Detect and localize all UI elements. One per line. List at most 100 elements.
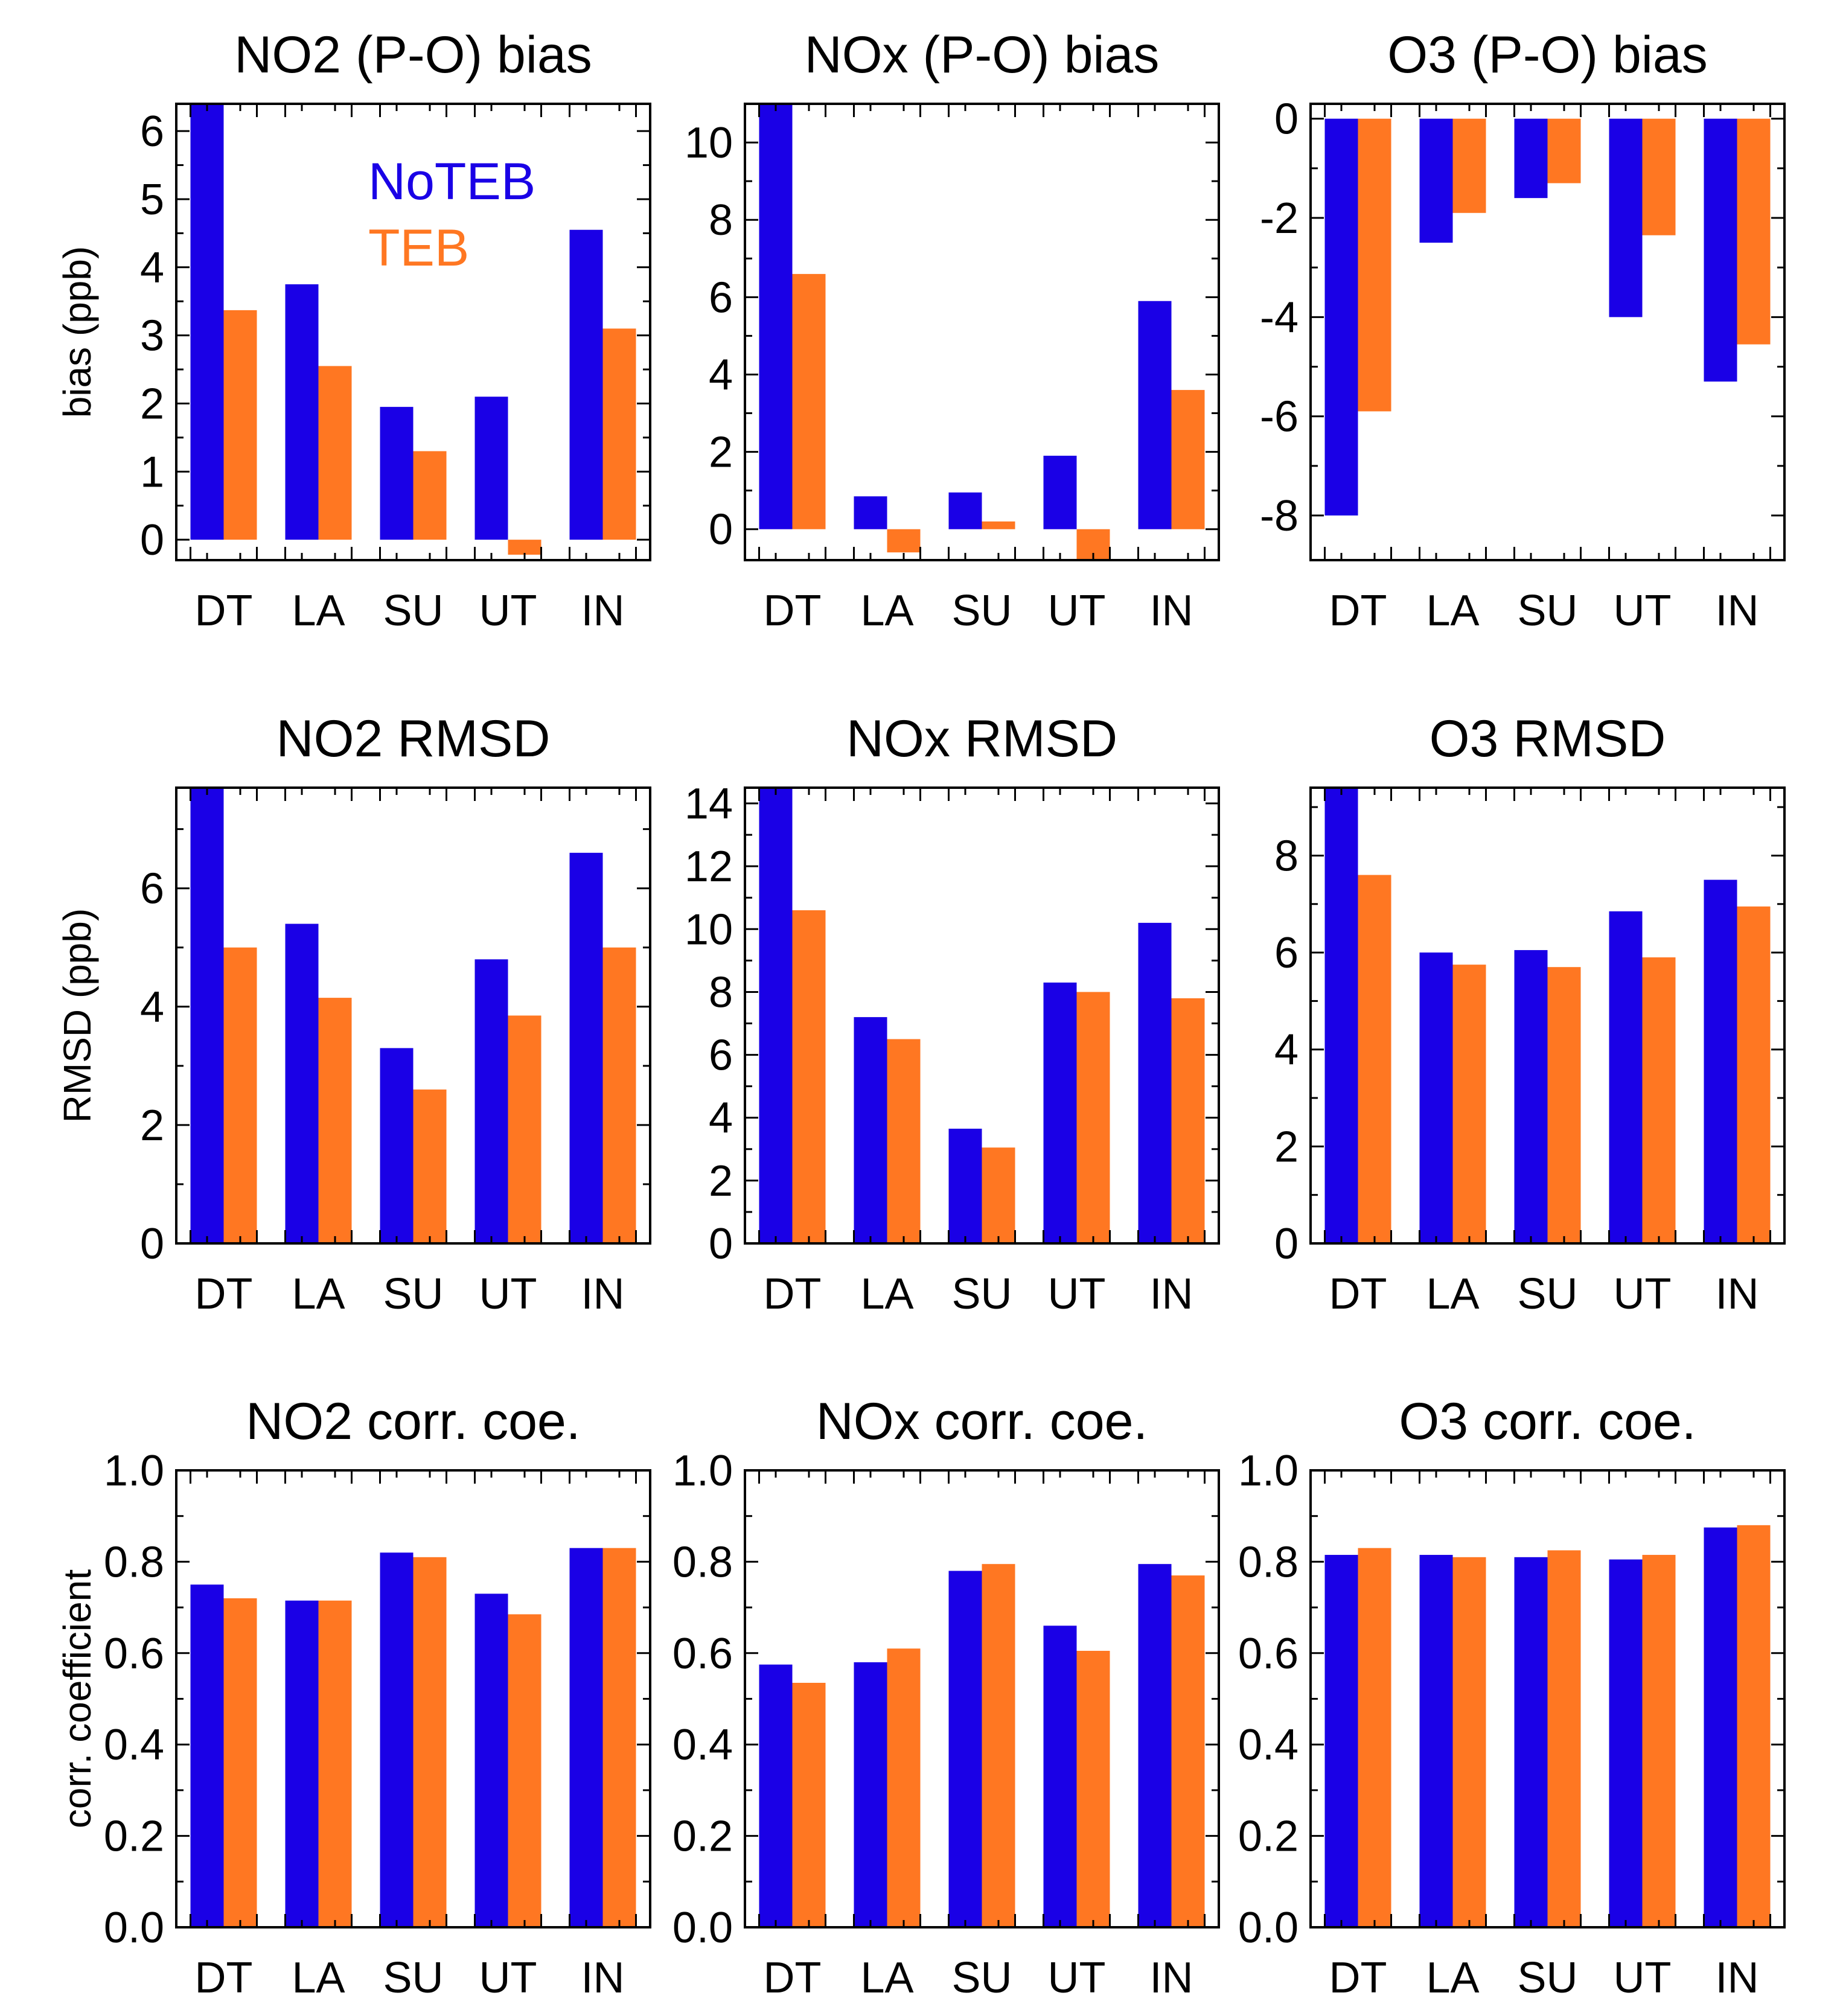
y-tick-label: -6 xyxy=(1260,393,1299,441)
bar-noteb-in xyxy=(1704,118,1737,382)
y-tick-label: 0 xyxy=(1274,95,1299,144)
y-tick-label: 6 xyxy=(709,273,733,322)
bar-noteb-su xyxy=(948,492,982,529)
bar-noteb-dt xyxy=(1324,1555,1358,1927)
bar-teb-ut xyxy=(508,1015,541,1243)
x-tick-label: SU xyxy=(1517,1270,1577,1318)
bar-teb-su xyxy=(982,521,1015,529)
y-tick-label: 1.0 xyxy=(1238,1447,1299,1495)
y-tick-label: 6 xyxy=(140,865,164,913)
bar-noteb-ut xyxy=(474,397,508,540)
bar-teb-dt xyxy=(223,947,257,1243)
bar-teb-in xyxy=(602,328,636,540)
x-tick-label: UT xyxy=(1614,587,1672,635)
bar-noteb-la xyxy=(1419,952,1453,1243)
y-tick-label: 2 xyxy=(140,380,164,428)
y-tick-label: 0.0 xyxy=(104,1904,164,1952)
x-tick-label: SU xyxy=(383,1954,443,2002)
x-tick-label: DT xyxy=(1329,1954,1387,2002)
y-tick-label: 1 xyxy=(140,448,164,496)
bar-teb-dt xyxy=(792,910,826,1243)
bar-noteb-su xyxy=(1514,950,1548,1243)
panel-3: NO2 RMSD 0 2 4 6 DT LA SU UT IN RMSD (ppb) xyxy=(56,710,651,1318)
panel-title: NO2 (P-O) bias xyxy=(234,26,592,84)
y-tick-label: 0.8 xyxy=(672,1538,733,1586)
x-tick-label: LA xyxy=(292,587,345,635)
bar-teb-su xyxy=(1547,118,1581,183)
y-tick-label: 2 xyxy=(709,429,733,477)
bar-teb-su xyxy=(413,1557,447,1927)
x-tick-label: SU xyxy=(951,1270,1012,1318)
bar-teb-la xyxy=(887,1039,921,1243)
bar-teb-in xyxy=(1737,906,1771,1243)
bar-noteb-dt xyxy=(190,1584,224,1927)
y-tick-label: 0.2 xyxy=(1238,1813,1299,1861)
bar-teb-la xyxy=(1452,965,1486,1243)
y-tick-label: 6 xyxy=(709,1032,733,1080)
bar-teb-su xyxy=(982,1564,1015,1927)
x-tick-label: DT xyxy=(1329,1270,1387,1318)
bar-teb-dt xyxy=(1358,1548,1391,1927)
bar-noteb-ut xyxy=(1609,911,1643,1243)
x-tick-label: UT xyxy=(1614,1954,1672,2002)
bar-teb-dt xyxy=(1358,118,1391,412)
x-tick-label: IN xyxy=(1716,1270,1759,1318)
y-axis-label: corr. coefficient xyxy=(56,1569,99,1828)
bar-noteb-in xyxy=(1704,879,1737,1243)
plot-frame xyxy=(1309,786,1786,1245)
x-tick-label: LA xyxy=(292,1270,345,1318)
panel-2: O3 (P-O) bias 0 -2 -4 -6 -8 DT LA SU UT IN xyxy=(1260,26,1786,635)
x-tick-label: SU xyxy=(951,587,1012,635)
bar-teb-dt xyxy=(792,1683,826,1927)
bar-noteb-la xyxy=(285,923,319,1243)
y-tick-label: 8 xyxy=(709,968,733,1016)
bar-noteb-in xyxy=(569,1548,603,1927)
y-tick-label: 4 xyxy=(709,351,733,399)
legend-teb: TEB xyxy=(368,219,469,277)
x-tick-label: LA xyxy=(292,1954,345,2002)
bar-noteb-su xyxy=(380,1552,414,1927)
bar-noteb-ut xyxy=(1609,1559,1643,1927)
plot-frame xyxy=(175,786,651,1245)
y-tick-label: 6 xyxy=(1274,929,1299,977)
bar-noteb-in xyxy=(569,852,603,1243)
bar-noteb-su xyxy=(1514,1557,1548,1927)
bar-teb-ut xyxy=(1076,1651,1110,1927)
y-tick-label: 0.2 xyxy=(104,1813,164,1861)
panel-1: NOx (P-O) bias 0 2 4 6 8 10 DT LA SU UT IN xyxy=(685,26,1220,635)
x-tick-label: UT xyxy=(1048,1270,1106,1318)
bar-teb-dt xyxy=(1358,875,1391,1243)
panel-title: NO2 corr. coe. xyxy=(246,1392,580,1450)
bar-teb-su xyxy=(413,451,447,540)
y-tick-label: 10 xyxy=(685,905,733,954)
bar-teb-ut xyxy=(1642,1555,1676,1927)
plot-frame xyxy=(744,103,1220,561)
y-tick-label: 0.6 xyxy=(104,1630,164,1678)
x-tick-label: SU xyxy=(383,1270,443,1318)
x-tick-label: UT xyxy=(479,1270,537,1318)
bar-noteb-su xyxy=(380,407,414,540)
y-tick-label: 8 xyxy=(709,196,733,244)
bar-noteb-la xyxy=(854,496,887,529)
x-tick-label: DT xyxy=(764,587,822,635)
panel-0: NO2 (P-O) bias 0 1 2 3 4 5 6 DT LA SU UT IN bias (ppb… xyxy=(56,26,651,635)
bar-teb-su xyxy=(982,1147,1015,1243)
x-tick-label: IN xyxy=(581,1270,625,1318)
y-tick-label: 0.2 xyxy=(672,1813,733,1861)
bar-teb-dt xyxy=(223,310,257,540)
bar-noteb-dt xyxy=(1324,788,1358,1243)
bar-noteb-ut xyxy=(1043,1625,1077,1927)
bar-noteb-dt xyxy=(759,1664,793,1927)
y-tick-label: 12 xyxy=(685,843,733,891)
bar-teb-la xyxy=(318,1600,352,1927)
bar-noteb-in xyxy=(1138,301,1172,529)
bar-teb-in xyxy=(1171,1575,1205,1927)
plot-frame xyxy=(1309,103,1786,561)
bar-teb-su xyxy=(1547,1550,1581,1927)
bar-noteb-dt xyxy=(759,104,793,529)
bar-teb-la xyxy=(887,1648,921,1927)
bar-noteb-la xyxy=(1419,118,1453,243)
y-tick-label: 0.6 xyxy=(672,1630,733,1678)
bar-noteb-in xyxy=(1704,1527,1737,1927)
y-tick-label: 4 xyxy=(140,244,164,292)
